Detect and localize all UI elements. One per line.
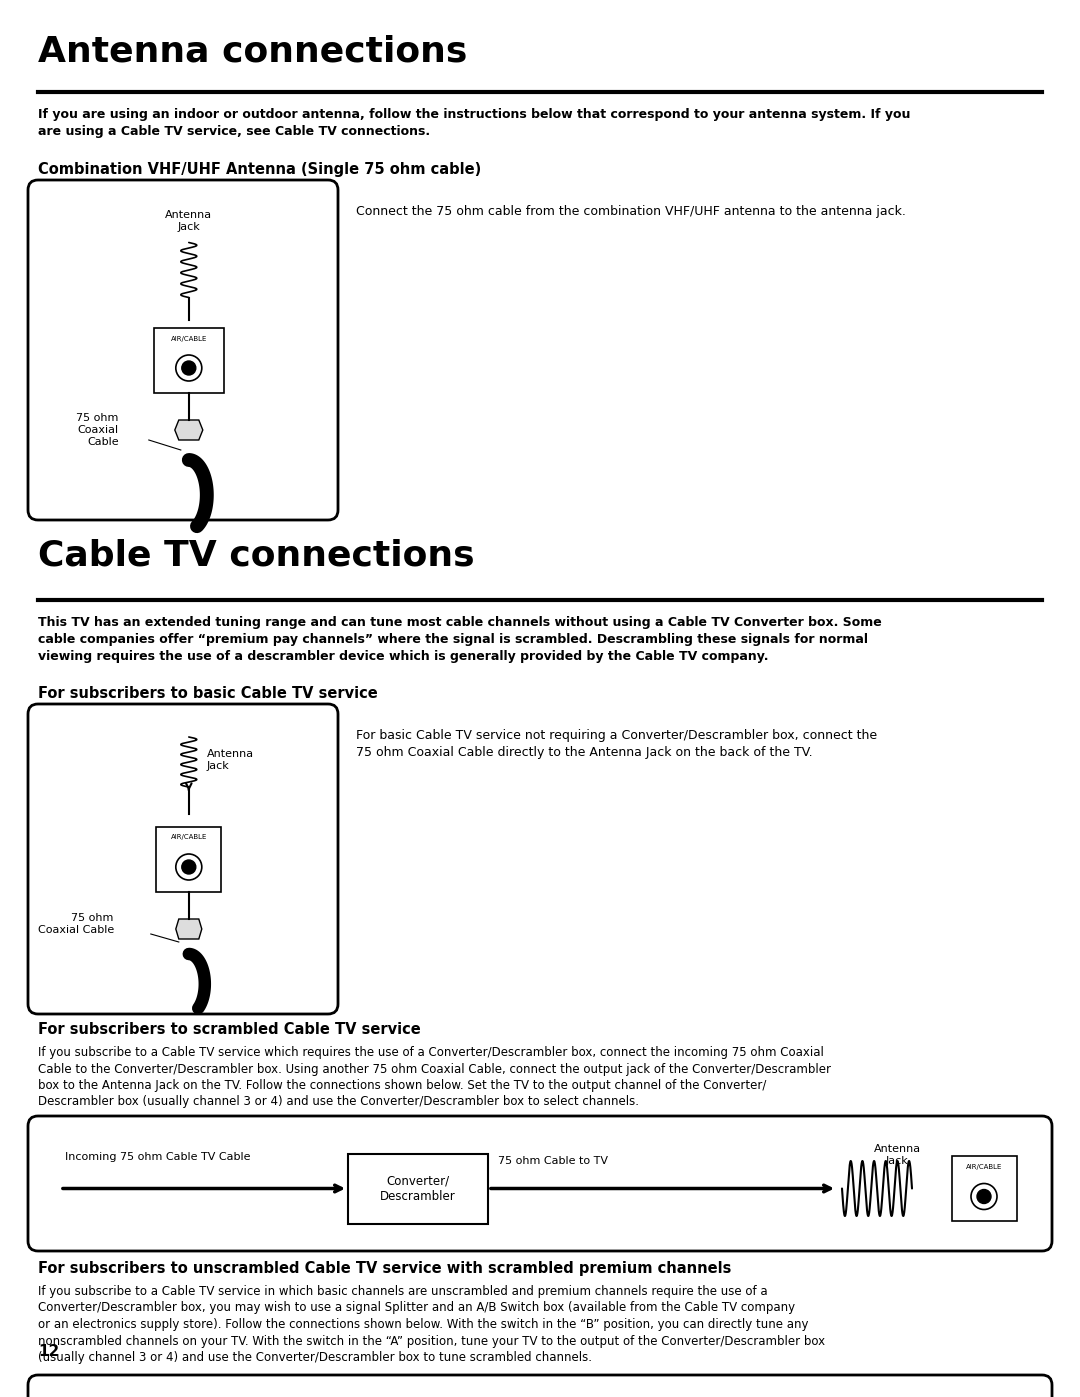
Text: Antenna
Jack: Antenna Jack	[206, 749, 254, 771]
Bar	[153, 327, 224, 393]
Text: If you subscribe to a Cable TV service in which basic channels are unscrambled a: If you subscribe to a Cable TV service i…	[38, 1285, 825, 1363]
Circle shape	[971, 1183, 997, 1210]
Text: Converter/
Descrambler: Converter/ Descrambler	[380, 1175, 456, 1203]
Text: 75 ohm Cable to TV: 75 ohm Cable to TV	[498, 1155, 608, 1165]
Text: Combination VHF/UHF Antenna (Single 75 ohm cable): Combination VHF/UHF Antenna (Single 75 o…	[38, 162, 482, 177]
Circle shape	[977, 1189, 991, 1203]
Text: Antenna connections: Antenna connections	[38, 35, 468, 68]
Circle shape	[176, 854, 202, 880]
Text: Incoming 75 ohm Cable TV Cable: Incoming 75 ohm Cable TV Cable	[65, 1151, 251, 1161]
Text: For basic Cable TV service not requiring a Converter/Descrambler box, connect th: For basic Cable TV service not requiring…	[356, 729, 877, 759]
Polygon shape	[175, 420, 203, 440]
Bar	[348, 1154, 488, 1224]
Text: If you subscribe to a Cable TV service which requires the use of a Converter/Des: If you subscribe to a Cable TV service w…	[38, 1046, 831, 1108]
Text: For subscribers to unscrambled Cable TV service with scrambled premium channels: For subscribers to unscrambled Cable TV …	[38, 1261, 731, 1275]
Text: 75 ohm
Coaxial Cable: 75 ohm Coaxial Cable	[38, 914, 113, 935]
FancyBboxPatch shape	[28, 1375, 1052, 1397]
Bar	[951, 1155, 1016, 1221]
Circle shape	[176, 355, 202, 381]
Bar	[157, 827, 221, 891]
Text: AIR/CABLE: AIR/CABLE	[966, 1164, 1002, 1171]
FancyBboxPatch shape	[28, 1116, 1052, 1250]
Text: This TV has an extended tuning range and can tune most cable channels without us: This TV has an extended tuning range and…	[38, 616, 881, 664]
Text: AIR/CABLE: AIR/CABLE	[171, 834, 207, 841]
Text: If you are using an indoor or outdoor antenna, follow the instructions below tha: If you are using an indoor or outdoor an…	[38, 108, 910, 138]
Text: For subscribers to basic Cable TV service: For subscribers to basic Cable TV servic…	[38, 686, 378, 701]
Circle shape	[181, 861, 195, 875]
FancyBboxPatch shape	[28, 704, 338, 1014]
Text: Antenna
Jack: Antenna Jack	[874, 1144, 920, 1165]
Circle shape	[181, 360, 195, 374]
FancyBboxPatch shape	[28, 180, 338, 520]
Text: AIR/CABLE: AIR/CABLE	[171, 335, 207, 341]
Text: Antenna
Jack: Antenna Jack	[165, 210, 213, 232]
Polygon shape	[176, 919, 202, 939]
Text: Cable TV connections: Cable TV connections	[38, 538, 474, 571]
Text: Connect the 75 ohm cable from the combination VHF/UHF antenna to the antenna jac: Connect the 75 ohm cable from the combin…	[356, 205, 906, 218]
Text: For subscribers to scrambled Cable TV service: For subscribers to scrambled Cable TV se…	[38, 1023, 421, 1037]
Text: 75 ohm
Coaxial
Cable: 75 ohm Coaxial Cable	[77, 414, 119, 447]
Text: 12: 12	[38, 1344, 59, 1359]
